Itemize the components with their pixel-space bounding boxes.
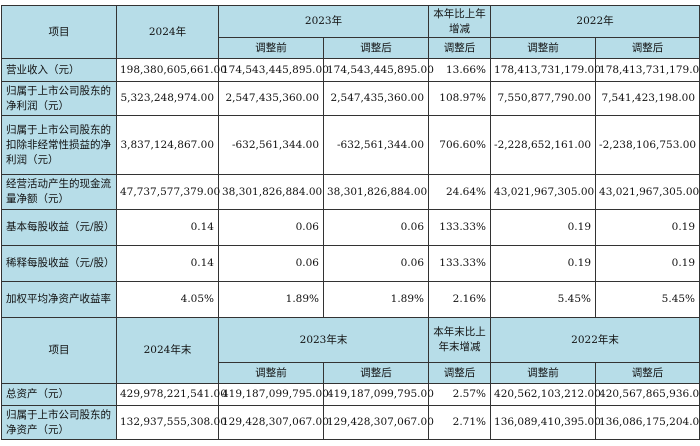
value-cell: 4.05% [116,281,219,318]
value-cell: 0.06 [322,209,430,246]
table-row: 稀释每股收益（元/股） 0.14 0.06 0.06 133.33% 0.19 0.19 [1,245,700,282]
value-cell: 1.89% [218,281,324,318]
subheader-before: 调整前 [218,362,324,384]
value-cell: 1.89% [322,281,430,318]
value-cell: 0.06 [218,245,324,282]
value-cell: 178,413,731,179.00 [490,58,601,82]
value-cell: 0.06 [218,209,324,246]
value-cell: 129,428,307,067.00 [322,405,434,440]
value-cell: 3,837,124,867.00 [116,115,219,175]
table-row: 归属于上市公司股东的净利润（元） 5,323,248,974.00 2,547,43… [1,81,700,116]
table-row: 总资产（元） 429,978,221,541.00 419,187,099,795.… [1,383,700,406]
value-cell: 0.14 [116,209,219,246]
subheader-change-after: 调整后 [428,362,492,384]
value-cell: 419,187,099,795.00 [218,383,329,406]
subheader-after: 调整后 [595,362,700,384]
value-cell: 174,543,445,895.00 [322,58,434,82]
subheader-after: 调整后 [595,37,700,59]
value-cell: -2,238,106,753.00 [595,115,700,175]
value-cell: 13.66% [428,58,492,82]
value-cell: 133.33% [428,209,492,246]
row-label: 归属于上市公司股东的净资产（元） [1,405,117,440]
value-cell: 178,413,731,179.00 [595,58,700,82]
subheader-after: 调整后 [322,362,430,384]
table-row: 归属于上市公司股东的净资产（元） 132,937,555,308.00 129,42… [1,405,700,440]
value-cell: 5.45% [595,281,700,318]
value-cell: 198,380,605,661.00 [116,58,227,82]
value-cell: 429,978,221,541.00 [116,383,227,406]
subheader-row: 调整前 调整后 调整后 调整前 调整后 [2,37,700,59]
value-cell: 43,021,967,305.00 [595,174,700,210]
row-label: 归属于上市公司股东的净利润（元） [1,81,117,116]
value-cell: 7,550,877,790.00 [490,81,597,116]
row-label: 稀释每股收益（元/股） [1,245,117,282]
value-cell: 38,301,826,884.00 [322,174,430,210]
header-year-prior: 2023年 [217,5,430,38]
value-cell: -632,561,344.00 [218,115,324,175]
table-row: 加权平均净资产收益率 4.05% 1.89% 1.89% 2.16% 5.45% 5.45% [1,281,700,318]
header-item: 项目 [1,5,117,59]
value-cell: 0.19 [490,245,597,282]
value-cell: 2,547,435,360.00 [322,81,430,116]
value-cell: 5.45% [490,281,597,318]
value-cell: 24.64% [428,174,492,210]
value-cell: 706.60% [428,115,492,175]
header-row: 项目 2024年 2023年 本年比上年增减 2022年 [1,5,700,59]
value-cell: 108.97% [428,81,492,116]
row-label: 基本每股收益（元/股） [1,209,117,246]
value-cell: 2.71% [428,405,492,440]
value-cell: 2.16% [428,281,492,318]
value-cell: 419,187,099,795.00 [322,383,434,406]
subheader-before: 调整前 [490,37,597,59]
value-cell: 133.33% [428,245,492,282]
financial-summary-table: 项目 2024年 2023年 本年比上年增减 2022年 调整前 调整后 调整后 调整前 调整后营… [1,5,700,440]
value-cell: -632,561,344.00 [322,115,430,175]
header-row: 项目 2024年末 2023年末 本年末比上年末增减 2022年末 [1,317,700,384]
subheader-change-after: 调整后 [428,37,492,59]
row-label: 营业收入（元） [1,58,117,82]
value-cell: 136,089,410,395.00 [490,405,601,440]
value-cell: 5,323,248,974.00 [116,81,219,116]
header-year-current: 2024年末 [116,317,219,384]
table-row: 归属于上市公司股东的扣除非经常性损益的净利润（元） 3,837,124,867.0… [1,115,700,175]
value-cell: 43,021,967,305.00 [490,174,597,210]
value-cell: 0.19 [595,245,700,282]
value-cell: 38,301,826,884.00 [218,174,324,210]
header-item: 项目 [1,317,117,384]
value-cell: 174,543,445,895.00 [218,58,329,82]
value-cell: 47,737,577,379.00 [116,174,220,210]
value-cell: 0.06 [322,245,430,282]
table-row: 基本每股收益（元/股） 0.14 0.06 0.06 133.33% 0.19 0.19 [1,209,700,246]
value-cell: 0.19 [595,209,700,246]
value-cell: 420,562,103,212.00 [490,383,601,406]
table-row: 营业收入（元） 198,380,605,661.00 174,543,445,895… [1,58,700,82]
value-cell: 132,937,555,308.00 [116,405,227,440]
header-year-2022: 2022年 [490,5,700,38]
row-label: 经营活动产生的现金流量净额（元） [1,174,117,210]
row-label: 总资产（元） [1,383,117,406]
value-cell: 136,086,175,204.00 [595,405,700,440]
header-year-2022: 2022年末 [490,317,700,363]
value-cell: 7,541,423,198.00 [595,81,700,116]
row-label: 加权平均净资产收益率 [1,281,117,318]
value-cell: 0.19 [490,209,597,246]
value-cell: 420,567,865,936.00 [595,383,700,406]
value-cell: 129,428,307,067.00 [218,405,329,440]
value-cell: -2,228,652,161.00 [490,115,597,175]
value-cell: 2.57% [428,383,492,406]
subheader-after: 调整后 [322,37,430,59]
header-year-prior: 2023年末 [217,317,430,363]
table-row: 经营活动产生的现金流量净额（元） 47,737,577,379.00 38,301,… [1,174,700,210]
header-change: 本年比上年增减 [428,5,492,38]
header-year-current: 2024年 [116,5,219,59]
header-change: 本年末比上年末增减 [428,317,492,363]
subheader-before: 调整前 [218,37,324,59]
value-cell: 2,547,435,360.00 [218,81,324,116]
value-cell: 0.14 [116,245,219,282]
row-label: 归属于上市公司股东的扣除非经常性损益的净利润（元） [1,115,117,175]
subheader-before: 调整前 [490,362,597,384]
